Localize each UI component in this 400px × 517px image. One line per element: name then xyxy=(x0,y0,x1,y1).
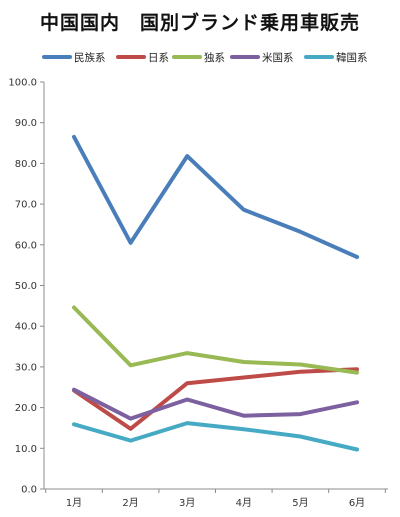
x-tick-label: 6月 xyxy=(349,497,365,509)
x-tick-label: 3月 xyxy=(179,497,195,509)
y-tick-label: 100.0 xyxy=(8,78,37,89)
y-tick-label: 50.0 xyxy=(15,281,37,292)
chart-title: 中国国内 国別ブランド乗用車販売 xyxy=(39,12,360,34)
series-line-1 xyxy=(72,134,359,259)
y-tick-label: 10.0 xyxy=(15,444,37,455)
series-line-4 xyxy=(72,387,359,421)
x-tick-label: 1月 xyxy=(66,497,82,509)
legend-label: 民族系 xyxy=(74,51,106,64)
series-line-5 xyxy=(72,421,359,452)
y-tick-label: 80.0 xyxy=(15,159,37,170)
x-tick-label: 4月 xyxy=(236,497,252,509)
axes: 0.0 10.0 20.0 30.0 40.0 50.0 60.0 70.0 80.0 90.0 1… xyxy=(8,78,388,509)
legend-label: 独系 xyxy=(204,51,225,64)
legend-label: 韓国系 xyxy=(336,52,368,64)
y-tick-label: 70.0 xyxy=(15,200,37,211)
x-tick-label: 5月 xyxy=(292,497,308,509)
legend: 民族系 日系 独系 米国系 韓国系 xyxy=(42,51,368,64)
y-tick-label: 30.0 xyxy=(15,362,37,373)
y-tick-label: 40.0 xyxy=(15,322,37,333)
y-tick-label: 90.0 xyxy=(15,118,37,129)
y-tick-label: 20.0 xyxy=(15,403,37,414)
y-tick-label: 0.0 xyxy=(21,485,37,496)
series-line-3 xyxy=(72,305,359,375)
series-line-2 xyxy=(72,367,359,431)
x-tick-label: 2月 xyxy=(122,497,138,509)
series-layer xyxy=(72,134,359,452)
legend-label: 日系 xyxy=(148,52,169,64)
legend-label: 米国系 xyxy=(262,51,294,64)
y-tick-label: 60.0 xyxy=(15,240,37,251)
